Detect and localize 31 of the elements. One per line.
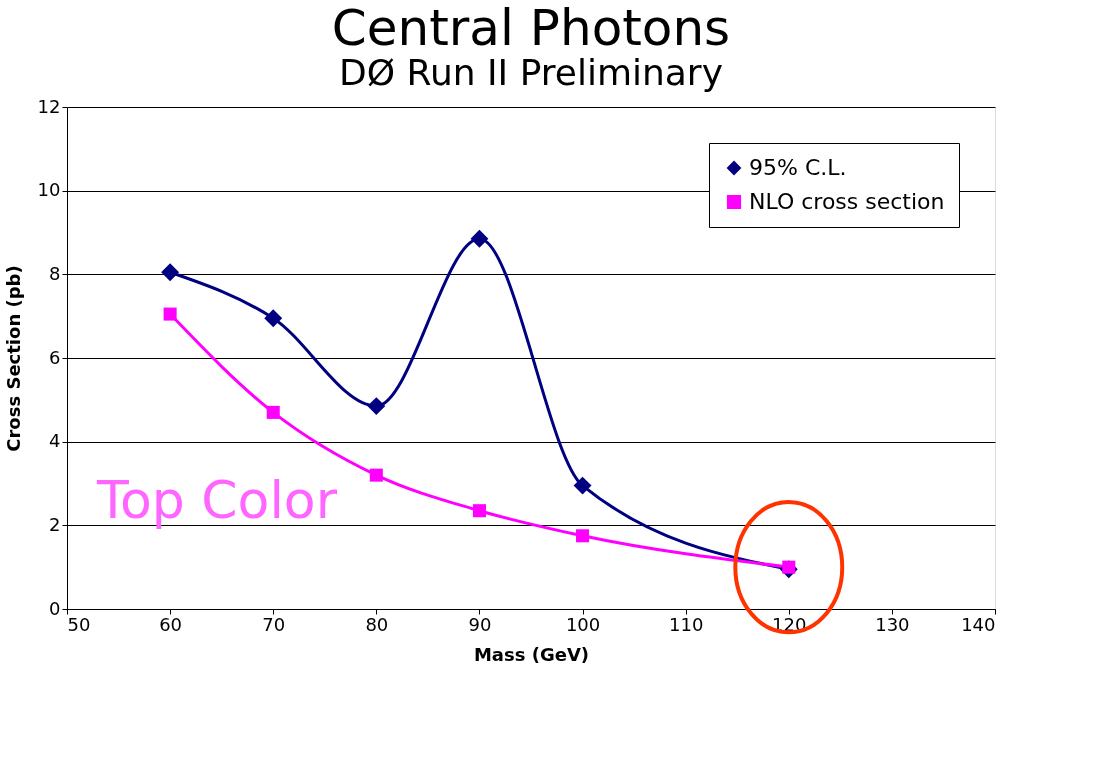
legend-label: NLO cross section [749,189,945,214]
y-tick-label: 0 [49,597,61,619]
point [470,229,489,248]
x-tick-label: 130 [875,613,910,635]
annotation: Top Color [96,470,338,530]
y-axis-title: Cross Section (pb) [2,265,24,452]
y-tick-label: 2 [49,513,61,535]
x-tick-label: 60 [159,613,183,635]
y-tick-label: 8 [49,262,61,284]
point [573,476,592,495]
point [163,307,177,321]
point [576,529,590,543]
x-tick-label: 110 [668,613,704,635]
point [367,397,386,416]
point [161,263,180,282]
y-tick-label: 4 [49,430,61,452]
legend-label: 95% C.L. [749,155,847,180]
y-tick-label: 12 [37,95,61,117]
x-tick-label: 80 [365,613,389,635]
point [472,504,486,518]
y-tick-label: 10 [37,179,61,201]
x-tick-label: 100 [565,613,601,635]
point [264,309,283,328]
y-tick-label: 6 [49,346,61,368]
point [266,405,280,419]
x-tick-label: 140 [961,613,996,635]
x-tick-label: 90 [468,613,492,635]
x-tick-label: 50 [67,613,91,635]
x-axis-title: Mass (GeV) [473,643,590,665]
x-tick-label: 70 [262,613,286,635]
point [369,468,383,482]
